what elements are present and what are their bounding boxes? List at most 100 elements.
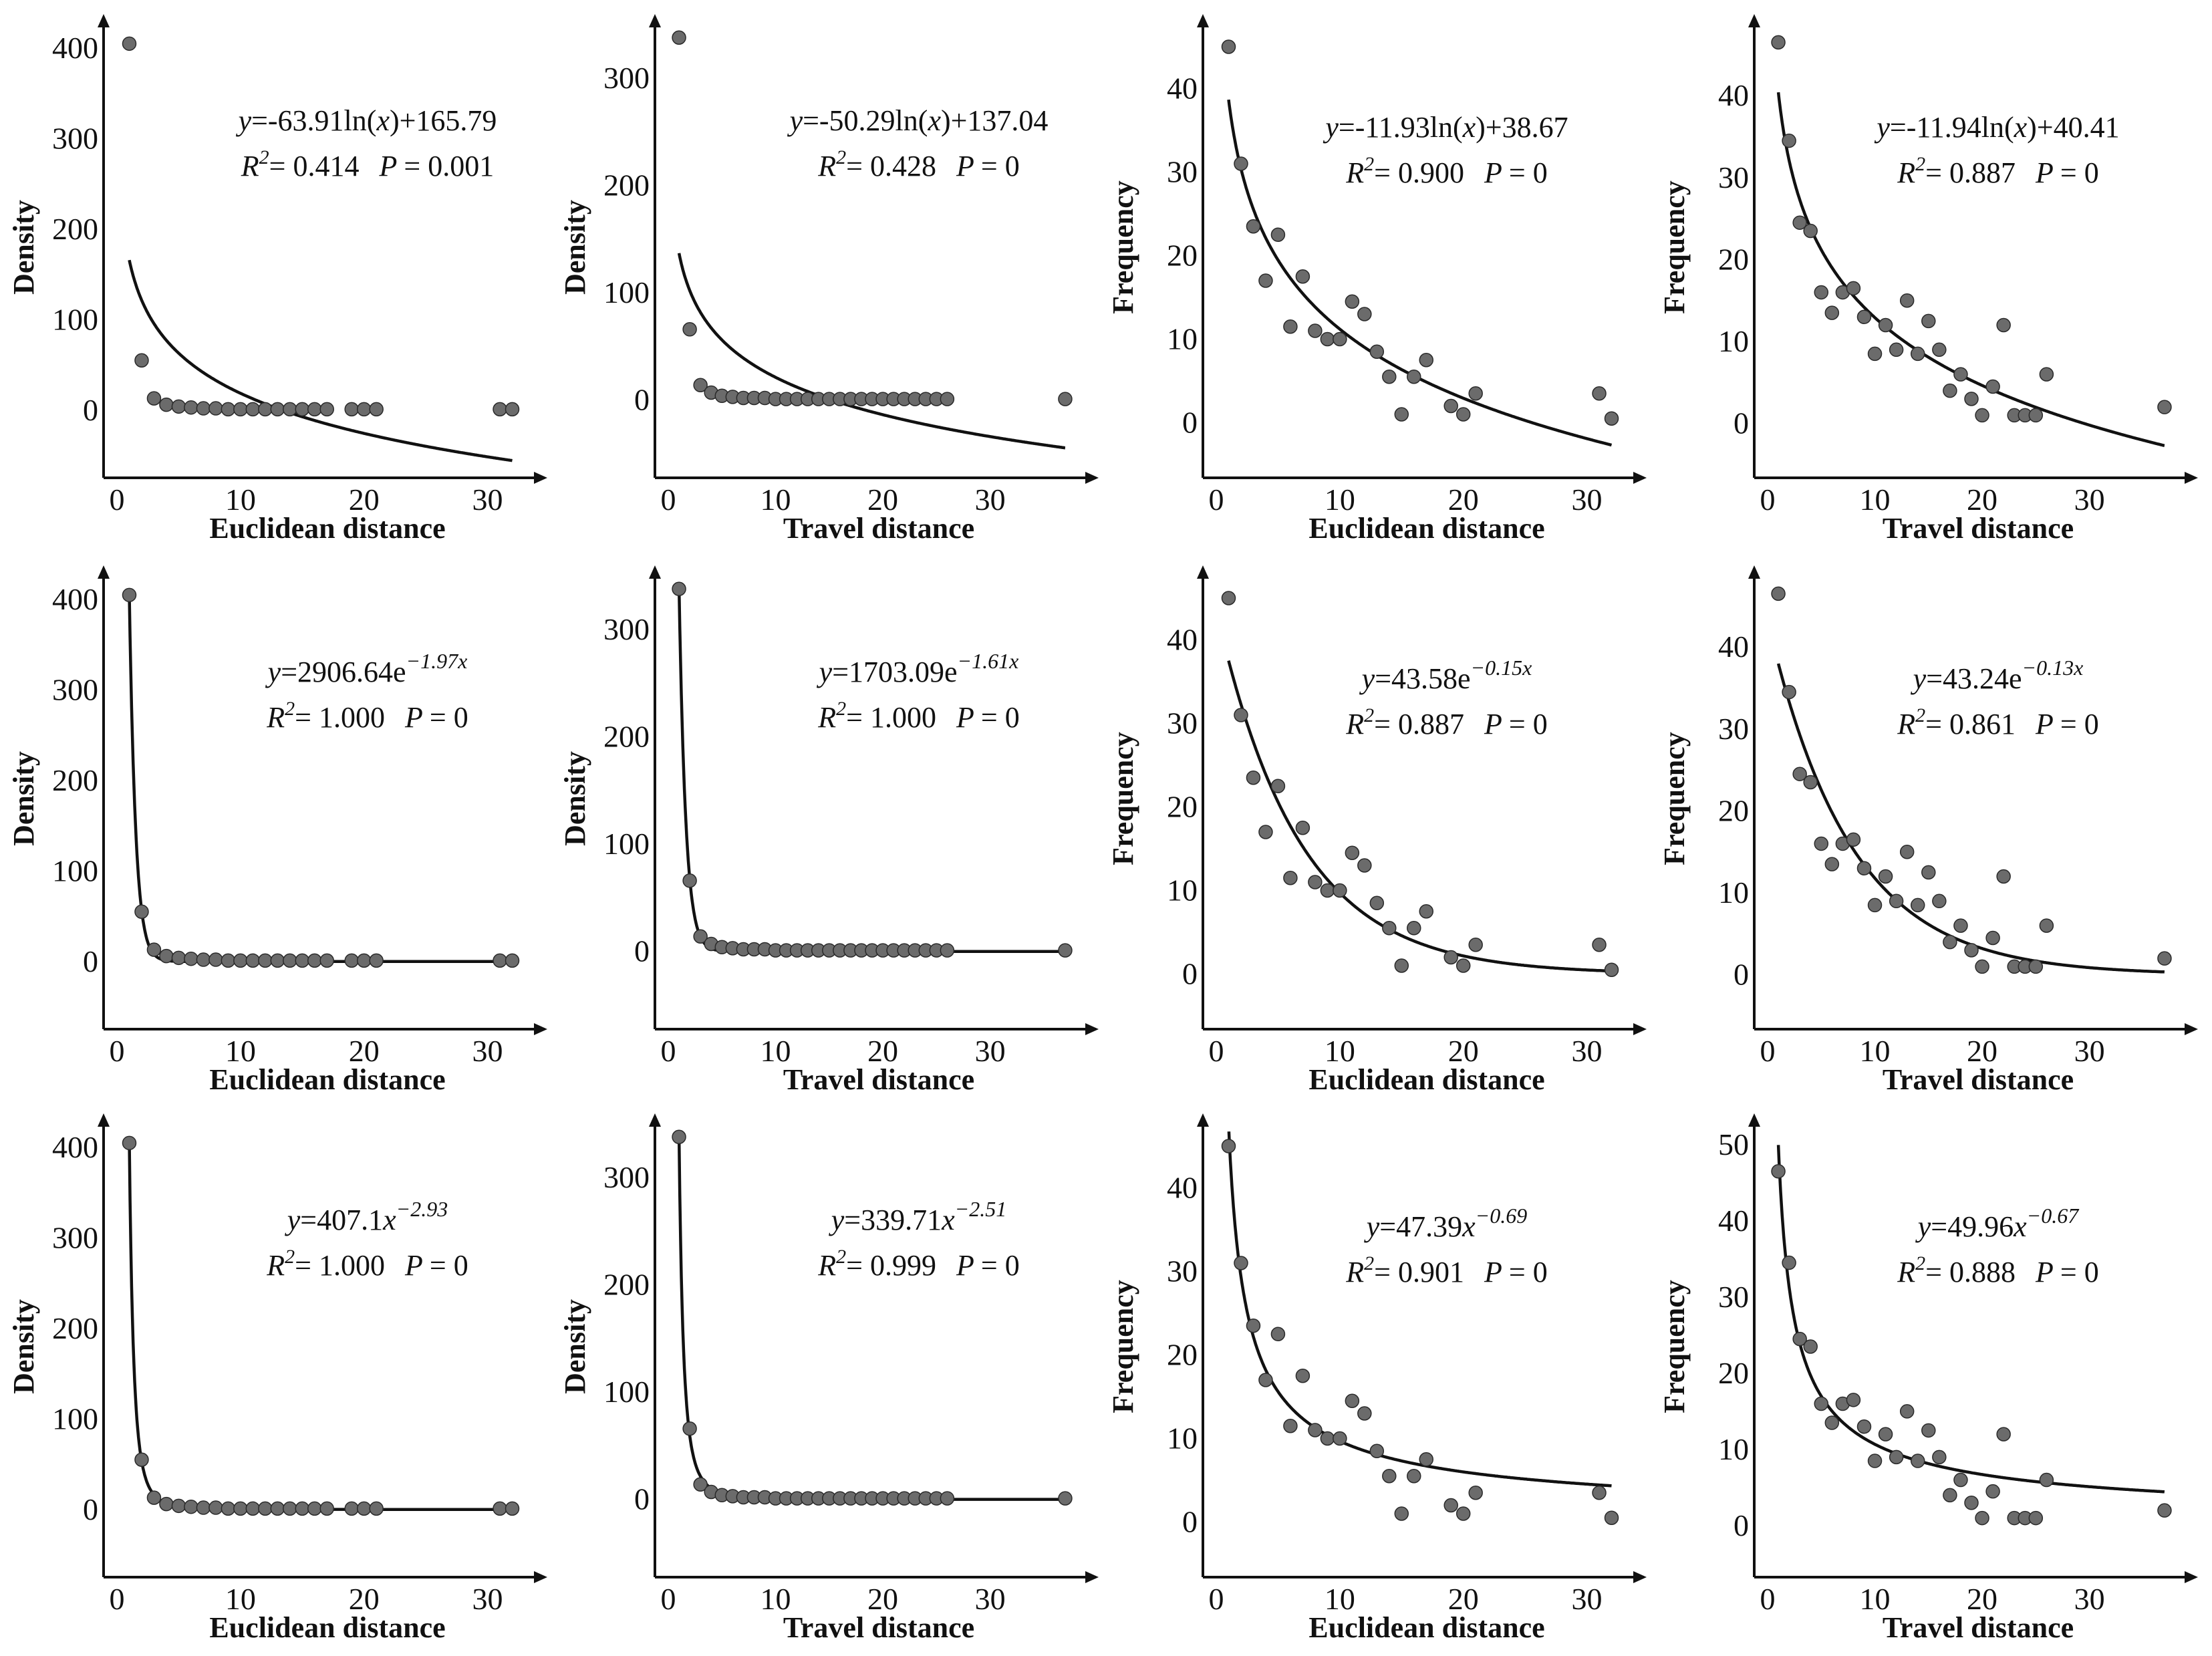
data-point (1345, 845, 1360, 860)
eq-rhs: =-11.93ln( (1339, 111, 1463, 144)
eq-end: )+137.04 (941, 104, 1048, 137)
p-value: = 0 (430, 701, 468, 734)
x-axis-label: Travel distance (1883, 1611, 2074, 1644)
x-tick-label: 30 (472, 482, 503, 517)
x-tick-label: 20 (349, 1034, 380, 1068)
data-point (1910, 898, 1925, 913)
x-axis-arrow (534, 472, 547, 484)
x-axis-arrow (1633, 472, 1647, 484)
y-axis-arrow (649, 1113, 661, 1127)
data-point (1419, 353, 1433, 368)
data-point (295, 953, 310, 968)
y-axis-label: Frequency (1658, 180, 1691, 314)
data-point (1921, 865, 1936, 880)
x-axis-label: Travel distance (1883, 1063, 2074, 1096)
data-point (1270, 779, 1286, 793)
x-tick-label: 10 (761, 1034, 791, 1068)
eq-exponent: −2.51 (955, 1197, 1007, 1221)
data-point (1394, 407, 1409, 422)
fit-curve (128, 1141, 513, 1511)
y-tick-label: 200 (52, 1311, 98, 1345)
y-axis-arrow (1197, 565, 1209, 579)
r2-exponent: 2 (285, 698, 295, 720)
data-point (1824, 1415, 1840, 1430)
fit-curve (1776, 92, 2165, 448)
data-point (672, 1129, 686, 1144)
data-point (1308, 875, 1323, 889)
y-tick-label: 300 (603, 61, 650, 95)
y-tick-label: 20 (1718, 242, 1749, 276)
r2-label: R (817, 1249, 836, 1282)
x-tick-label: 30 (1572, 1034, 1603, 1068)
x-tick-label: 20 (1448, 1582, 1479, 1616)
eq-lhs: y (285, 1204, 301, 1236)
y-tick-label: 300 (52, 673, 98, 707)
fit-stats: R2= 1.000 P = 0 (817, 698, 1019, 734)
y-tick-label: 100 (52, 1401, 98, 1435)
data-point (1932, 342, 1947, 358)
data-point (2157, 400, 2172, 414)
x-tick-label: 10 (1325, 482, 1355, 517)
data-point (940, 1491, 955, 1506)
data-point (1943, 1488, 1957, 1503)
x-tick-label: 0 (661, 482, 676, 517)
data-point (1295, 269, 1310, 284)
x-tick-label: 0 (110, 482, 125, 517)
data-point (1407, 1469, 1421, 1484)
r2-value: = 0.888 (1925, 1256, 2016, 1288)
x-axis-label: Euclidean distance (209, 1611, 445, 1644)
eq-rhs: =49.96 (1931, 1210, 2014, 1243)
data-point (1456, 958, 1471, 973)
data-point (1867, 1454, 1883, 1468)
data-point (693, 929, 708, 944)
eq-exponent: −1.61x (958, 649, 1019, 673)
data-point (1803, 223, 1818, 239)
y-tick-label: 100 (52, 302, 98, 336)
data-point (1258, 825, 1273, 839)
r2-value: = 1.000 (295, 1249, 385, 1282)
x-tick-label: 20 (1967, 1582, 1997, 1616)
data-point (307, 1501, 322, 1516)
x-tick-label: 0 (1209, 482, 1224, 517)
r2-label: R (1345, 156, 1364, 189)
data-point (159, 397, 174, 412)
p-value: = 0 (1509, 708, 1548, 740)
x-tick-label: 0 (1760, 1582, 1776, 1616)
data-point (1345, 294, 1360, 309)
eq-rhs: =-63.91ln( (251, 104, 376, 137)
eq-rhs: =43.58e (1375, 662, 1470, 695)
r2-label: R (1897, 708, 1915, 740)
data-point (1357, 307, 1372, 321)
data-point (1932, 1450, 1947, 1465)
eq-var: x (376, 104, 390, 137)
fit-curve (677, 1135, 1065, 1501)
y-tick-label: 30 (1167, 155, 1198, 189)
eq-rhs: =1703.09e (832, 656, 957, 688)
data-point (1345, 1393, 1360, 1408)
data-point (1975, 1510, 1989, 1526)
data-point (369, 1501, 384, 1516)
eq-exponent: −0.15x (1471, 656, 1532, 680)
y-tick-label: 300 (52, 122, 98, 156)
data-point (1234, 156, 1248, 171)
p-label: P (1484, 1256, 1502, 1288)
data-point (682, 1421, 697, 1436)
p-label: P (956, 701, 974, 734)
data-point (134, 353, 149, 368)
data-point (1889, 893, 1904, 909)
x-tick-label: 10 (1325, 1582, 1355, 1616)
y-axis-label: Frequency (1107, 1280, 1139, 1413)
r2-exponent: 2 (1364, 1252, 1374, 1274)
data-point (2157, 1503, 2172, 1518)
data-point (1382, 921, 1397, 936)
eq-exponent: −2.93 (396, 1197, 448, 1221)
fit-curve (677, 586, 1065, 953)
fit-equation: y=1703.09e−1.61x (817, 649, 1019, 688)
data-point (270, 402, 285, 417)
data-point (1856, 1419, 1872, 1434)
p-label: P (404, 701, 423, 734)
y-tick-label: 0 (83, 1492, 98, 1526)
panel-power-frequency_euclidean: 0 10 20 30 0 10 20 30 40 Euclidean distance Freque… (1107, 1113, 1647, 1644)
